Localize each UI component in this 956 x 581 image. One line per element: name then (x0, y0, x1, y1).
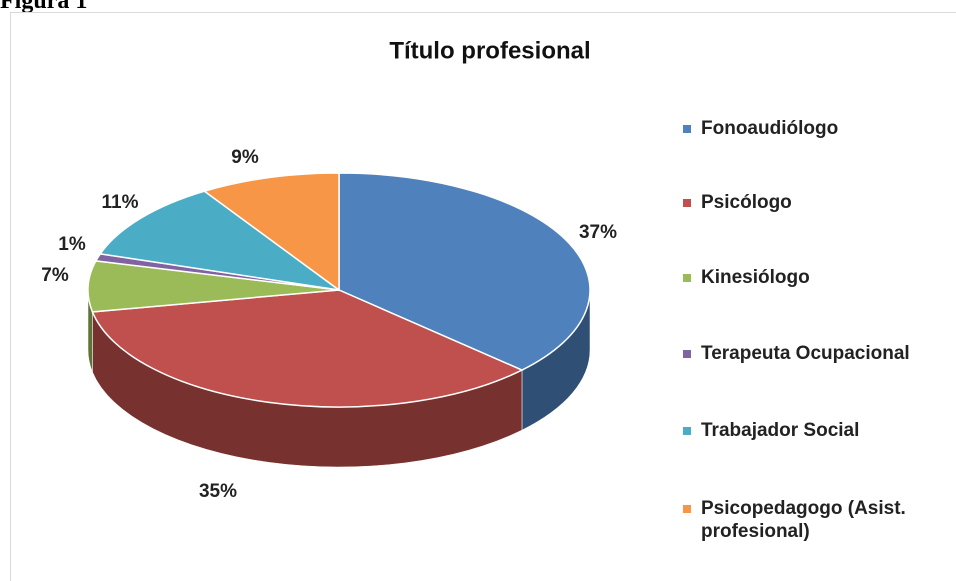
legend-item: Terapeuta Ocupacional (680, 342, 950, 365)
legend-label: Fonoaudiólogo (701, 118, 839, 139)
legend-swatch (683, 274, 691, 282)
slice (87, 260, 340, 313)
data-label: 35% (199, 481, 237, 502)
legend-swatch (683, 199, 691, 207)
slice (98, 190, 340, 291)
data-label: 1% (58, 234, 86, 255)
data-label: 11% (102, 192, 139, 213)
legend-swatch (683, 350, 691, 358)
legend-swatch (683, 505, 691, 513)
legend-item: Kinesiólogo (680, 266, 950, 289)
legend-item: Fonoaudiólogo (680, 117, 950, 140)
legend-label: Trabajador Social (701, 420, 860, 441)
legend-item: Psicopedagogo (Asist. profesional) (680, 497, 950, 543)
slice (202, 172, 340, 292)
legend-item: Psicólogo (680, 191, 950, 214)
legend-label: Psicólogo (701, 192, 792, 213)
slice (91, 289, 524, 408)
chart-frame (10, 12, 956, 581)
data-label: 37% (579, 222, 617, 243)
legend-label: Terapeuta Ocupacional (701, 343, 910, 364)
data-label: 9% (231, 147, 259, 168)
data-label: 7% (41, 265, 69, 286)
slice (338, 172, 591, 371)
chart-title: Título profesional (389, 37, 590, 64)
legend-swatch (683, 427, 691, 435)
figure-label: Figura 1 (0, 0, 88, 14)
legend-label: Psicopedagogo (Asist. profesional) (701, 498, 906, 542)
legend-swatch (683, 125, 691, 133)
legend-label: Kinesiólogo (701, 267, 810, 288)
legend-item: Trabajador Social (680, 419, 950, 442)
